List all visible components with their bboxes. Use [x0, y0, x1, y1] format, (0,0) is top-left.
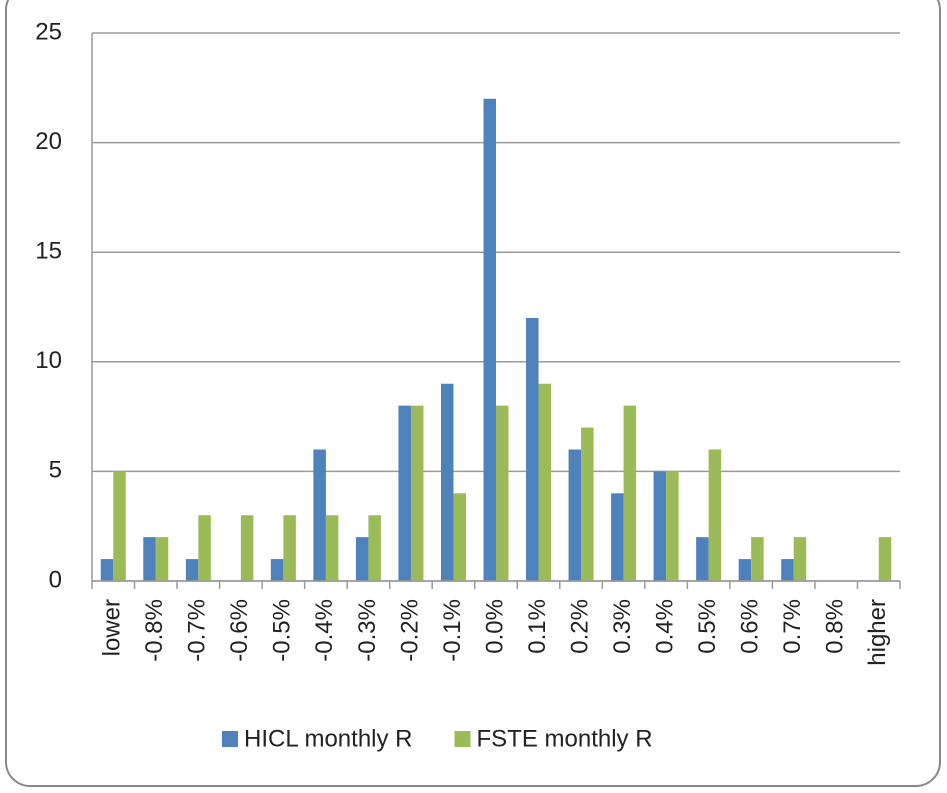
bar [355, 537, 369, 581]
x-tick-label: lower [99, 599, 126, 656]
bar [496, 405, 509, 581]
legend-label: HICL monthly R [244, 725, 413, 752]
bar [538, 383, 552, 581]
legend-swatch [454, 731, 471, 747]
bar [440, 383, 454, 581]
bar [878, 537, 892, 581]
x-tick-label: -0.8% [141, 599, 168, 662]
x-tick-label: 0.7% [779, 599, 806, 654]
bar [155, 537, 169, 581]
bar [696, 537, 709, 581]
y-tick-label: 20 [35, 128, 62, 155]
bar [410, 405, 424, 581]
bar [526, 317, 539, 581]
bar [751, 537, 764, 581]
bar [781, 559, 794, 581]
y-tick-label: 10 [35, 347, 62, 374]
x-tick-label: 0.3% [609, 599, 636, 654]
x-tick-label: 0.1% [524, 599, 551, 654]
bar [325, 515, 339, 581]
bar [483, 98, 496, 581]
x-tick-label: 0.4% [651, 599, 678, 654]
y-tick-label: 0 [49, 566, 62, 593]
bar [623, 405, 637, 581]
bar [313, 449, 326, 581]
x-tick-label: -0.4% [311, 599, 338, 662]
bar [793, 537, 807, 581]
x-tick-label: 0.0% [481, 599, 508, 654]
bar [113, 471, 126, 581]
x-tick-label: 0.8% [822, 599, 849, 654]
bar [738, 559, 752, 581]
bar [240, 515, 254, 581]
bar [283, 515, 296, 581]
x-tick-label: higher [864, 599, 891, 666]
legend-swatch [222, 731, 238, 747]
x-tick-label: -0.7% [184, 599, 211, 662]
x-tick-label: 0.6% [737, 599, 764, 654]
bar [368, 515, 381, 581]
bar [568, 449, 582, 581]
x-tick-label: -0.6% [226, 599, 253, 662]
x-tick-label: 0.2% [566, 599, 593, 654]
bar [270, 559, 284, 581]
bar [143, 537, 156, 581]
x-tick-label: -0.3% [354, 599, 381, 662]
bar [666, 471, 679, 581]
bar [653, 471, 667, 581]
x-tick-label: 0.5% [694, 599, 721, 654]
bar [100, 559, 114, 581]
bar [198, 515, 211, 581]
x-tick-label: -0.1% [439, 599, 466, 662]
bar [708, 449, 722, 581]
x-tick-label: -0.5% [269, 599, 296, 662]
bar [611, 493, 624, 581]
bar [185, 559, 199, 581]
bar [581, 427, 594, 581]
x-tick-label: -0.2% [396, 599, 423, 662]
bar [453, 493, 466, 581]
y-tick-label: 25 [35, 18, 62, 45]
y-tick-label: 15 [35, 238, 62, 265]
chart-frame [5, 0, 941, 787]
y-tick-label: 5 [49, 457, 62, 484]
legend-label: FSTE monthly R [477, 725, 653, 752]
bar [398, 405, 411, 581]
